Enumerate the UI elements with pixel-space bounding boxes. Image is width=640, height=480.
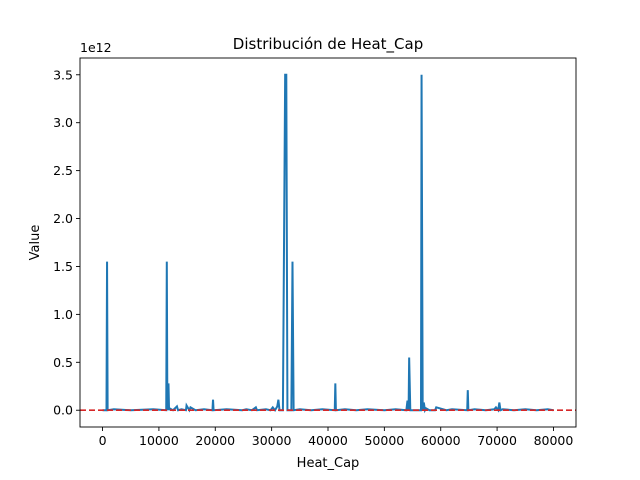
plot-area [80,58,576,427]
y-tick-label: 3.0 [53,115,73,130]
y-tick-label: 1.5 [53,259,73,274]
series-line-0 [102,73,554,414]
y-axis-label: Value [28,225,43,261]
y-tick-label: 2.5 [53,163,73,178]
x-tick-label: 10000 [139,433,179,448]
x-axis-ticks: 0 10000 20000 30000 40000 50000 60000 70000 8000… [99,427,574,448]
x-axis-label: Heat_Cap [297,456,360,471]
y-tick-label: 0.0 [53,403,73,418]
x-tick-label: 60000 [421,433,461,448]
y-tick-label: 2.0 [53,211,73,226]
x-tick-label: 30000 [252,433,292,448]
x-tick-label: 40000 [308,433,348,448]
y-offset-text: 1e12 [80,40,112,55]
x-tick-label: 50000 [364,433,404,448]
x-tick-label: 70000 [477,433,517,448]
y-axis-ticks: 0.0 0.5 1.0 1.5 2.0 2.5 3.0 3.5 [53,67,80,418]
y-tick-label: 1.0 [53,307,73,322]
series-layer [102,73,554,414]
chart-title: Distribución de Heat_Cap [233,35,423,54]
y-tick-label: 3.5 [53,67,73,82]
x-tick-label: 0 [99,433,107,448]
y-tick-label: 0.5 [53,355,73,370]
x-tick-label: 80000 [534,433,574,448]
x-tick-label: 20000 [195,433,235,448]
